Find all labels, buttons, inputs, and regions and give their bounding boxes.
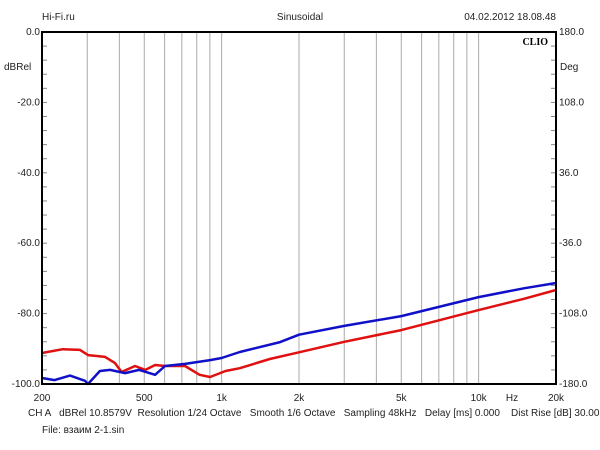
- header-left: Hi-Fi.ru: [42, 12, 75, 23]
- series-line-blue: [41, 281, 557, 386]
- curves: [41, 281, 557, 386]
- footer-info: CH A dBRel 10.8579V Resolution 1/24 Octa…: [28, 408, 600, 419]
- y-tick-label: -80.0: [17, 309, 40, 320]
- y2-tick-label: -108.0: [559, 309, 588, 320]
- y-tick-label: -20.0: [17, 97, 40, 108]
- y-tick-label: 0.0: [26, 27, 40, 38]
- x-tick-label: 2k: [294, 393, 306, 404]
- y2-axis-label: Deg: [560, 62, 578, 73]
- y-tick-label: -40.0: [17, 168, 40, 179]
- y2-tick-label: -180.0: [559, 379, 588, 390]
- y2-tick-label: 180.0: [559, 27, 584, 38]
- header-timestamp: 04.02.2012 18.08.48: [464, 12, 556, 23]
- header-title: Sinusoidal: [277, 12, 323, 23]
- x-tick-label: 500: [136, 393, 153, 404]
- tick-labels: 200 500 1k 2k 5k 10k 20k 0.0 -20.0 -40.0 -60.0 -80.…: [12, 27, 588, 404]
- y2-tick-label: -36.0: [559, 238, 582, 249]
- y-axis-label: dBRel: [4, 62, 31, 73]
- clio-logo: CLIO: [522, 37, 548, 48]
- x-tick-label: 20k: [548, 393, 565, 404]
- grid: [42, 32, 556, 384]
- x-tick-label: 5k: [396, 393, 408, 404]
- y-tick-label: -60.0: [17, 238, 40, 249]
- plot-frame: [41, 31, 557, 385]
- y2-tick-label: 108.0: [559, 97, 584, 108]
- x-axis-unit: Hz: [506, 393, 518, 404]
- x-tick-label: 10k: [471, 393, 488, 404]
- x-tick-label: 1k: [216, 393, 228, 404]
- footer-file: File: взаим 2-1.sin: [42, 425, 124, 436]
- x-tick-label: 200: [34, 393, 51, 404]
- y2-tick-label: 36.0: [559, 168, 579, 179]
- series-line-red: [41, 288, 557, 379]
- y-tick-label: -100.0: [12, 379, 41, 390]
